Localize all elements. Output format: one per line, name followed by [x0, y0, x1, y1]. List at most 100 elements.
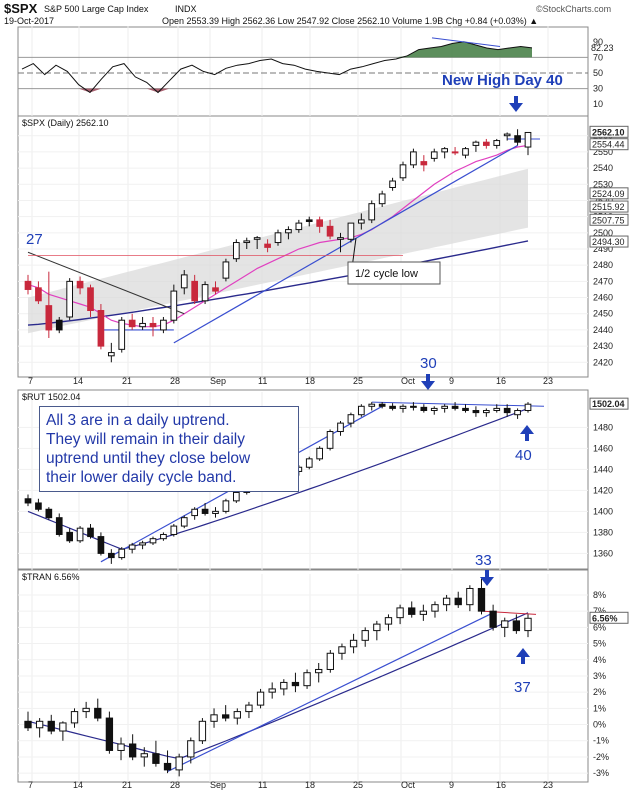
tran-candle [524, 617, 532, 632]
tran-price-tag [589, 611, 629, 624]
spx-price-tag [589, 138, 629, 151]
tran-candle [128, 743, 137, 758]
spx-price-label: 2524.09 [592, 189, 625, 199]
rut-candle [368, 403, 376, 407]
spx-candle [441, 148, 449, 153]
tran-candle [373, 623, 381, 632]
spx-candle [493, 140, 501, 146]
tran-candle [47, 720, 55, 732]
tran-candle [512, 620, 521, 632]
spx-candle [451, 151, 459, 154]
rut-candle [410, 405, 417, 408]
note-line-2: They will remain in their daily [46, 431, 245, 448]
chart-exchange: INDX [175, 4, 197, 14]
tran-candle [361, 630, 369, 641]
indicator-tick: 90 [593, 37, 603, 47]
spx-price-label: 2562.10 [592, 127, 625, 137]
arrow-down-icon [509, 96, 523, 112]
spx-candle [347, 222, 355, 240]
rut-candle [201, 508, 209, 514]
rut-candle [128, 544, 136, 550]
tran-candle [315, 668, 323, 674]
rut-candle [482, 410, 490, 414]
indicator-panel-frame [17, 26, 589, 117]
spx-candle [128, 319, 136, 328]
tran-candle [210, 714, 218, 722]
spx-y-tick: 2450 [593, 309, 613, 319]
tran-candle [349, 639, 358, 648]
spx-candle [337, 237, 344, 240]
x-tick-label: Sep [210, 780, 226, 790]
spx-candle [295, 222, 303, 231]
rut-candle [493, 407, 501, 412]
spx-y-tick: 2460 [593, 293, 613, 303]
spx-candle [524, 131, 532, 148]
x-tick-label: 23 [543, 780, 553, 790]
spx-candle [76, 280, 84, 289]
watermark: ©StockCharts.com [536, 4, 611, 14]
spx-y-tick: 2470 [593, 276, 613, 286]
spx-candle [139, 322, 146, 328]
rut-y-tick: 1480 [593, 422, 613, 432]
tran-y-tick: 5% [593, 639, 606, 649]
rut-candle [212, 510, 219, 514]
spx-y-tick: 2430 [593, 341, 613, 351]
rut-candle [378, 403, 386, 407]
rut-y-tick: 1380 [593, 527, 613, 537]
ohlc-readout: Open 2553.39 High 2562.36 Low 2547.92 Cl… [162, 16, 538, 26]
tran-candle [326, 652, 334, 670]
tran-candle [24, 720, 32, 729]
rut-candle [399, 405, 407, 409]
indicator-last-value: 82.23 [591, 43, 614, 53]
tran-candle [187, 740, 195, 758]
spx-candle [160, 319, 167, 331]
spx-candle [180, 274, 188, 289]
rut-candle [118, 548, 126, 559]
rut-candle [389, 405, 396, 409]
spx-candle [149, 322, 157, 328]
tran-candle [117, 743, 125, 751]
rut-candle [305, 458, 313, 468]
rut-candle [430, 407, 438, 412]
rut-candle [149, 538, 157, 544]
rut-candle [170, 525, 178, 535]
tran-candle [70, 711, 79, 724]
tran-candle [442, 597, 451, 606]
tran-candle [303, 672, 311, 687]
tran-candle [94, 707, 102, 719]
rut-moving-average [27, 407, 529, 550]
spx-candle [201, 284, 209, 302]
rut-candle [76, 527, 84, 542]
tran-y-tick: 0% [593, 720, 606, 730]
rut-candle [514, 410, 521, 416]
rut-y-tick: 1420 [593, 485, 613, 495]
spx-candle [66, 280, 74, 318]
rut-candle [451, 405, 459, 409]
uptrend-line [173, 144, 518, 344]
x-tick-label: 16 [496, 376, 506, 386]
tran-y-tick: -2% [593, 752, 609, 762]
x-tick-label: 18 [305, 780, 315, 790]
rut-candle [316, 447, 324, 460]
rut-y-tick: 1400 [593, 506, 613, 516]
spx-candle [274, 232, 282, 244]
tran-y-tick: 2% [593, 687, 606, 697]
spx-candle [222, 261, 230, 279]
spx-price-tag [589, 235, 629, 248]
overbought-fill [22, 41, 532, 58]
x-tick-label: 9 [449, 780, 454, 790]
spx-candle [472, 141, 480, 146]
spx-panel-title: $SPX (Daily) 2562.10 [22, 118, 109, 128]
tran-candle [233, 711, 241, 719]
x-tick-label: 11 [258, 780, 267, 790]
callout-box [347, 261, 441, 285]
x-tick-label: 25 [353, 376, 363, 386]
spx-candle [285, 229, 292, 234]
arrow-down-icon [480, 570, 494, 586]
rut-candle [87, 527, 94, 538]
rut-candle [347, 414, 355, 424]
spx-candle [305, 219, 313, 222]
x-tick-label: 18 [305, 376, 315, 386]
tran-candle [59, 722, 67, 732]
